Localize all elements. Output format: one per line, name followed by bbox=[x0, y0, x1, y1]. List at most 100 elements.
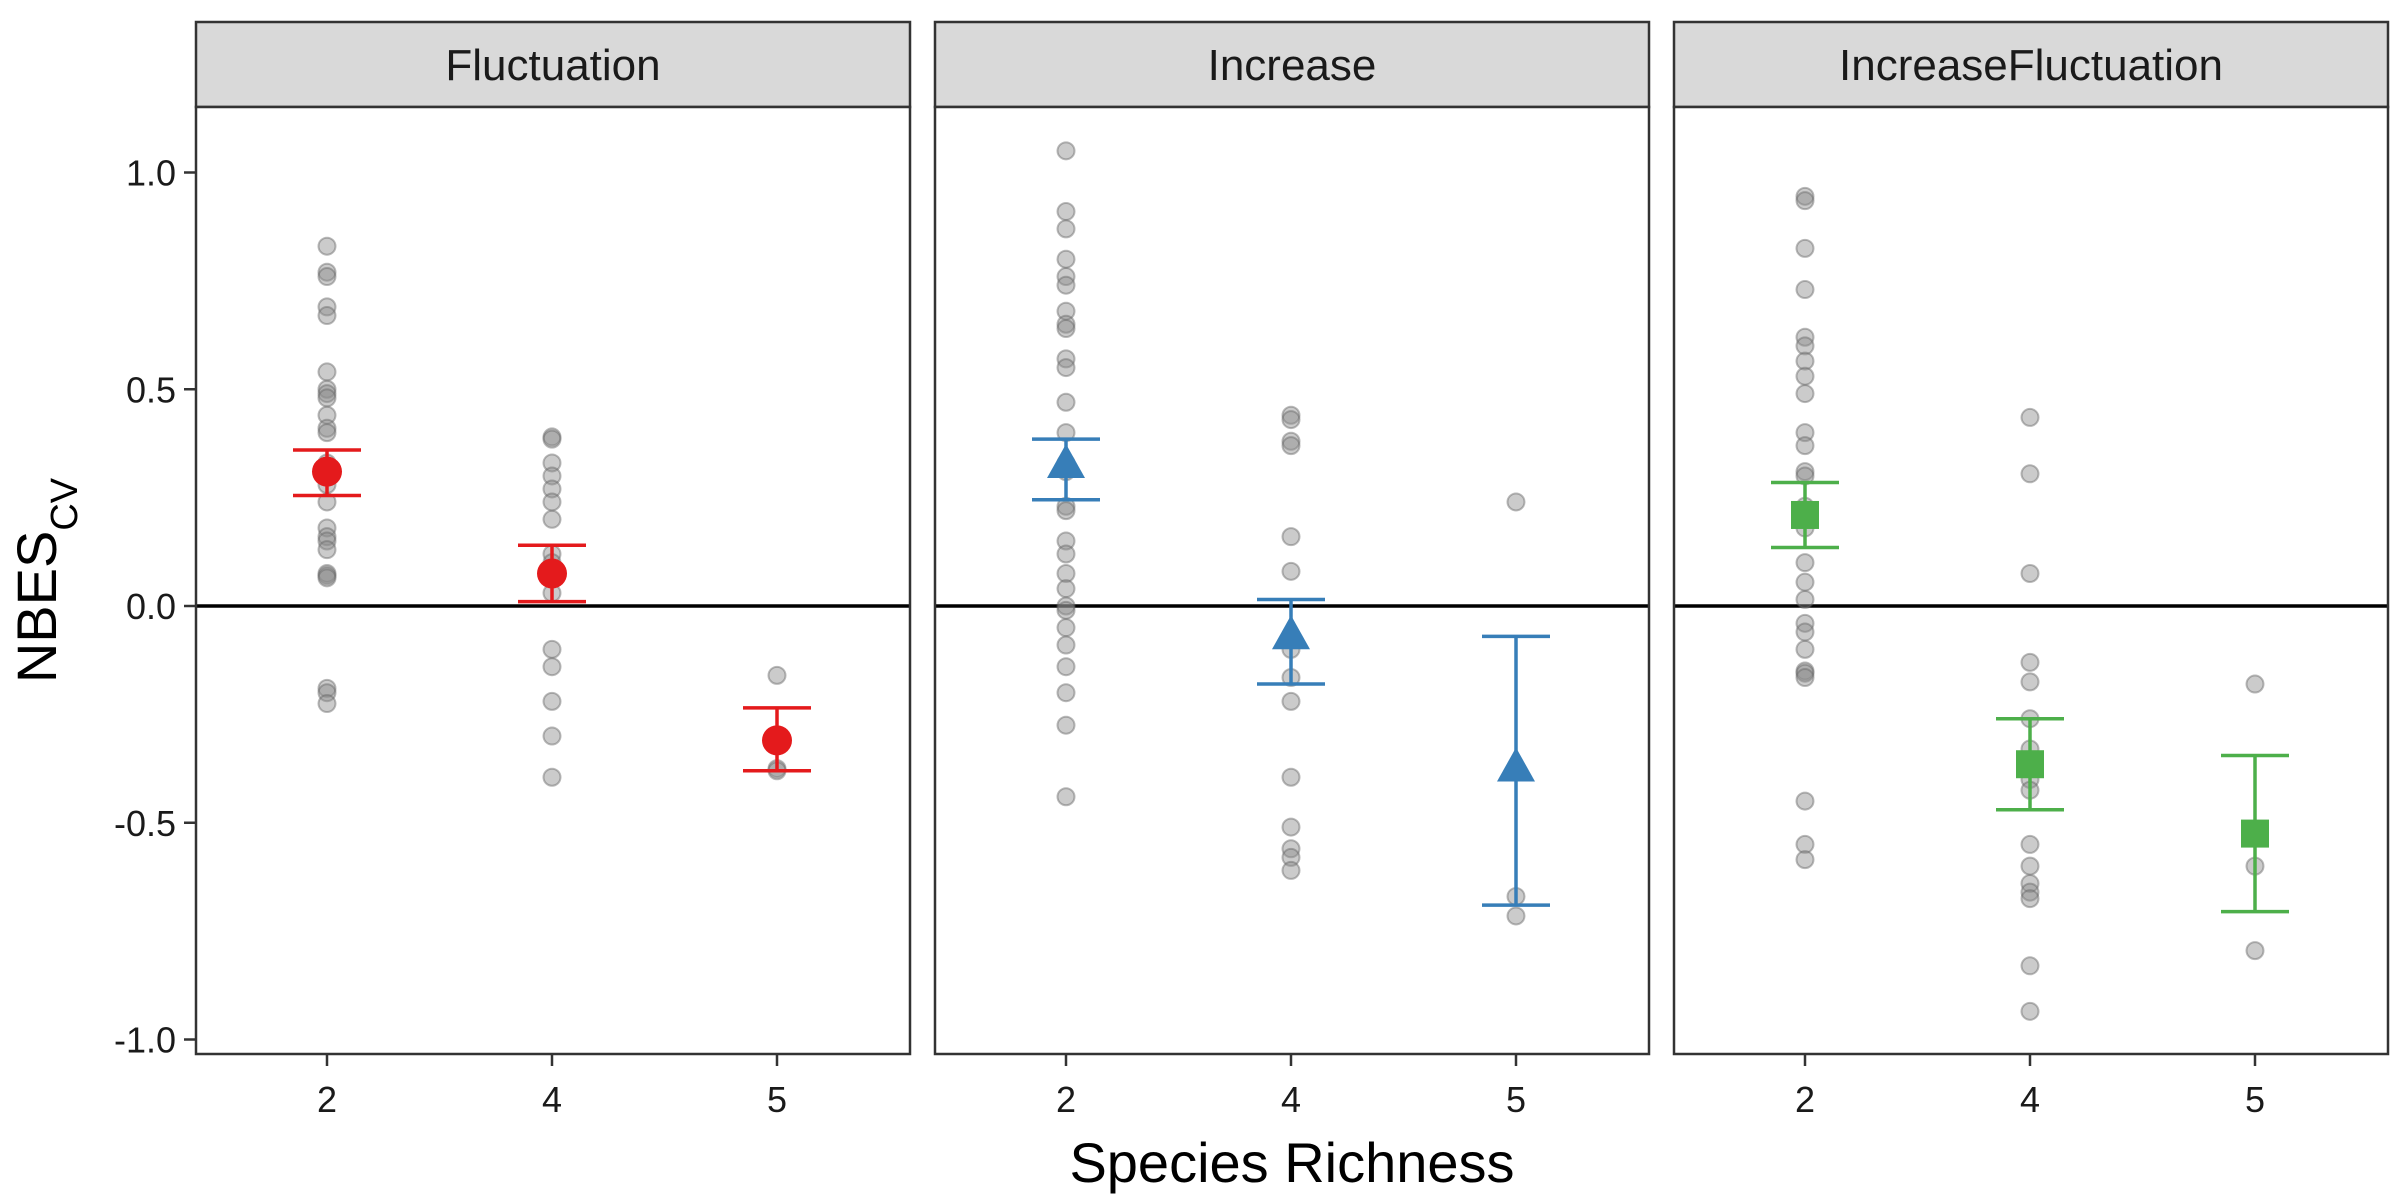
raw-data-point bbox=[1056, 349, 1076, 369]
strip-label: Increase bbox=[1208, 41, 1377, 90]
y-tick-label: -1.0 bbox=[114, 1020, 176, 1061]
raw-data-point bbox=[1795, 191, 1815, 211]
raw-data-point bbox=[1056, 531, 1076, 551]
raw-data-point bbox=[317, 384, 337, 404]
raw-data-point bbox=[1281, 431, 1301, 451]
raw-data-point bbox=[317, 563, 337, 583]
raw-data-point bbox=[542, 466, 562, 486]
raw-data-point bbox=[317, 678, 337, 698]
raw-data-point bbox=[1056, 392, 1076, 412]
raw-data-point bbox=[2020, 1001, 2040, 1021]
mean-marker bbox=[1791, 500, 1819, 529]
raw-data-point bbox=[767, 665, 787, 685]
raw-data-point bbox=[317, 362, 337, 382]
raw-data-point bbox=[1056, 202, 1076, 222]
raw-data-point bbox=[542, 767, 562, 787]
raw-data-point bbox=[1795, 384, 1815, 404]
raw-data-point bbox=[317, 236, 337, 256]
raw-data-point bbox=[1795, 186, 1815, 206]
mean-marker bbox=[2016, 750, 2044, 779]
x-axis-title: Species Richness bbox=[1069, 1131, 1514, 1194]
panel-fluctuation: Fluctuation 2 4 5 bbox=[194, 20, 912, 1120]
raw-data-point bbox=[1795, 238, 1815, 258]
panel-background bbox=[1674, 107, 2388, 1054]
raw-data-point bbox=[542, 492, 562, 512]
raw-data-point bbox=[317, 566, 337, 586]
raw-data-point bbox=[1281, 436, 1301, 456]
raw-data-point bbox=[317, 388, 337, 408]
raw-data-point bbox=[1795, 639, 1815, 659]
raw-data-point bbox=[1795, 423, 1815, 443]
raw-data-point bbox=[542, 427, 562, 447]
panel-increase: Increase 2 4 5 bbox=[933, 20, 1651, 1120]
raw-data-point bbox=[2245, 941, 2265, 961]
mean-marker bbox=[1272, 615, 1310, 650]
raw-data-point bbox=[317, 518, 337, 538]
mean-marker bbox=[1497, 747, 1535, 782]
y-axis: -1.0 -0.5 0.0 0.5 1.0 bbox=[114, 153, 196, 1061]
mean-marker bbox=[537, 558, 567, 589]
raw-data-point bbox=[1056, 715, 1076, 735]
raw-data-point bbox=[1795, 661, 1815, 681]
strip-header bbox=[194, 20, 912, 109]
raw-data-point bbox=[1795, 572, 1815, 592]
raw-data-point bbox=[1795, 791, 1815, 811]
raw-data-point bbox=[1056, 600, 1076, 620]
strip-label: IncreaseFluctuation bbox=[1839, 41, 2223, 90]
raw-data-point bbox=[1056, 219, 1076, 239]
raw-data-point bbox=[542, 657, 562, 677]
raw-data-point bbox=[317, 418, 337, 438]
raw-data-point bbox=[2020, 464, 2040, 484]
raw-data-point bbox=[1795, 327, 1815, 347]
x-tick-label: 5 bbox=[2245, 1079, 2265, 1120]
y-axis-title-subscript: CV bbox=[44, 477, 86, 530]
raw-data-point bbox=[542, 453, 562, 473]
raw-data-point bbox=[317, 262, 337, 282]
raw-data-point bbox=[317, 306, 337, 326]
raw-data-point bbox=[2020, 834, 2040, 854]
raw-data-point bbox=[1056, 787, 1076, 807]
raw-data-point bbox=[1795, 850, 1815, 870]
x-tick-label: 4 bbox=[1281, 1079, 1301, 1120]
raw-data-point bbox=[1056, 319, 1076, 339]
raw-data-point bbox=[1056, 267, 1076, 287]
raw-data-point bbox=[2020, 882, 2040, 902]
raw-data-point bbox=[542, 726, 562, 746]
y-axis-title-main: NBES bbox=[5, 531, 68, 684]
raw-data-point bbox=[1281, 847, 1301, 867]
raw-data-point bbox=[317, 297, 337, 317]
raw-data-point bbox=[1056, 579, 1076, 599]
x-tick-label: 2 bbox=[1795, 1079, 1815, 1120]
raw-data-point bbox=[1281, 860, 1301, 880]
raw-data-point bbox=[1795, 351, 1815, 371]
raw-data-point bbox=[1056, 635, 1076, 655]
y-axis-title: NBESCV bbox=[5, 477, 86, 683]
raw-data-point bbox=[542, 639, 562, 659]
raw-data-point bbox=[1056, 596, 1076, 616]
raw-data-point bbox=[1795, 668, 1815, 688]
raw-data-point bbox=[1281, 691, 1301, 711]
raw-data-point bbox=[1795, 834, 1815, 854]
raw-data-point bbox=[1056, 563, 1076, 583]
raw-data-point bbox=[1281, 527, 1301, 547]
x-tick-label: 4 bbox=[542, 1079, 562, 1120]
raw-data-point bbox=[317, 683, 337, 703]
raw-data-point bbox=[1056, 275, 1076, 295]
raw-data-point bbox=[317, 568, 337, 588]
raw-data-point bbox=[2020, 873, 2040, 893]
raw-data-point bbox=[317, 405, 337, 425]
raw-data-point bbox=[1056, 141, 1076, 161]
raw-data-point bbox=[1056, 501, 1076, 521]
raw-data-point bbox=[1795, 589, 1815, 609]
raw-data-point bbox=[1056, 301, 1076, 321]
y-tick-label: 1.0 bbox=[126, 153, 176, 194]
panel-background bbox=[935, 107, 1649, 1054]
raw-data-point bbox=[542, 479, 562, 499]
raw-data-point bbox=[542, 429, 562, 449]
raw-data-point bbox=[1795, 280, 1815, 300]
raw-data-point bbox=[2020, 889, 2040, 909]
x-tick-label: 5 bbox=[1506, 1079, 1526, 1120]
mean-marker bbox=[1047, 444, 1085, 479]
